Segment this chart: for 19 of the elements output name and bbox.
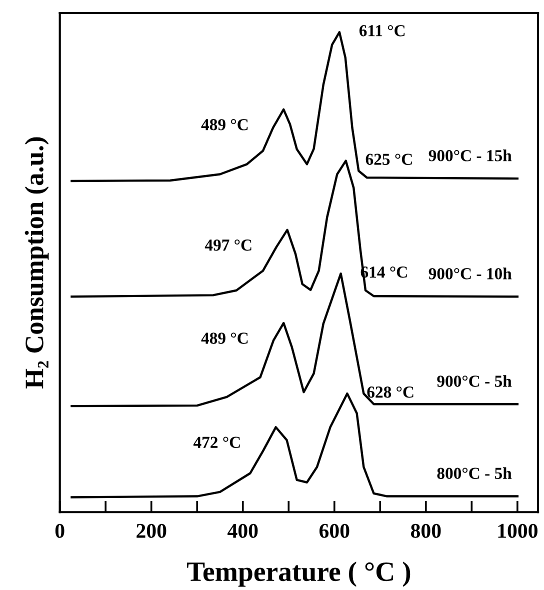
x-tick-label: 200 (136, 524, 166, 538)
annotation: 497 °C (204, 240, 252, 251)
x-tick-label: 800 (410, 524, 441, 538)
x-tick-label: 600 (319, 524, 350, 538)
series-label: 800°C - 5h (437, 467, 512, 480)
y-axis-title: H₂ Consumption (a.u.) (24, 137, 49, 388)
x-tick-label: 400 (228, 524, 258, 538)
annotation: 472 °C (193, 436, 240, 448)
annotation: 625 °C (366, 154, 412, 165)
x-axis-title: Temperature ( °C ) (186, 562, 410, 587)
series-label: 900°C - 5h (437, 375, 512, 387)
series-label: 900°C - 15h (428, 150, 512, 162)
annotation: 489 °C (201, 332, 248, 344)
annotation: 611 °C (359, 25, 405, 36)
x-tick-label: 1000 (498, 524, 538, 538)
annotation: 628 °C (367, 386, 414, 398)
series-label: 900°C - 10h (428, 268, 512, 280)
x-tick-label: 0 (55, 524, 64, 538)
annotation: 489 °C (201, 119, 248, 130)
